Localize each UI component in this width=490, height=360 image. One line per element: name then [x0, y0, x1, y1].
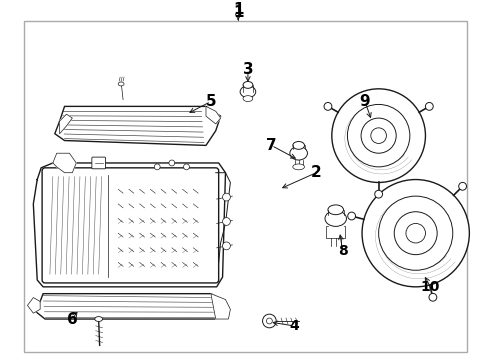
Polygon shape [211, 294, 230, 319]
Text: 4: 4 [289, 319, 298, 333]
Circle shape [406, 224, 425, 243]
Polygon shape [27, 298, 40, 313]
Circle shape [222, 217, 230, 225]
Circle shape [263, 314, 276, 328]
Circle shape [184, 164, 190, 170]
Ellipse shape [325, 211, 346, 226]
Polygon shape [55, 107, 220, 145]
Ellipse shape [240, 86, 256, 98]
Text: 2: 2 [311, 165, 321, 180]
Circle shape [267, 318, 272, 324]
Circle shape [459, 183, 466, 190]
Ellipse shape [243, 81, 253, 88]
Polygon shape [33, 294, 225, 319]
Text: 5: 5 [205, 94, 216, 109]
Circle shape [394, 212, 437, 255]
Circle shape [425, 103, 433, 110]
Text: 3: 3 [243, 62, 253, 77]
Circle shape [169, 160, 175, 166]
Ellipse shape [95, 316, 102, 321]
Circle shape [371, 128, 387, 143]
FancyBboxPatch shape [42, 168, 219, 283]
Polygon shape [206, 107, 220, 124]
Circle shape [348, 212, 356, 220]
Circle shape [154, 164, 160, 170]
Circle shape [429, 293, 437, 301]
Circle shape [324, 103, 332, 110]
FancyBboxPatch shape [92, 157, 105, 169]
Text: 6: 6 [67, 311, 78, 327]
Circle shape [222, 242, 230, 250]
Polygon shape [45, 173, 216, 277]
Text: 1: 1 [233, 2, 244, 17]
Text: 1: 1 [233, 5, 244, 20]
Polygon shape [33, 163, 225, 287]
Circle shape [379, 196, 453, 270]
Text: 7: 7 [266, 138, 277, 153]
Ellipse shape [293, 141, 304, 149]
Text: 9: 9 [360, 94, 370, 109]
Polygon shape [53, 153, 76, 173]
Ellipse shape [243, 96, 253, 102]
Ellipse shape [118, 82, 124, 86]
Text: 10: 10 [420, 280, 440, 294]
Circle shape [347, 104, 410, 167]
Polygon shape [60, 114, 73, 134]
Ellipse shape [290, 147, 307, 160]
Text: 8: 8 [338, 244, 347, 258]
Ellipse shape [328, 205, 343, 215]
Circle shape [222, 193, 230, 201]
Circle shape [362, 180, 469, 287]
Circle shape [375, 190, 383, 198]
Ellipse shape [293, 164, 304, 170]
Circle shape [332, 89, 425, 183]
Circle shape [361, 118, 396, 153]
